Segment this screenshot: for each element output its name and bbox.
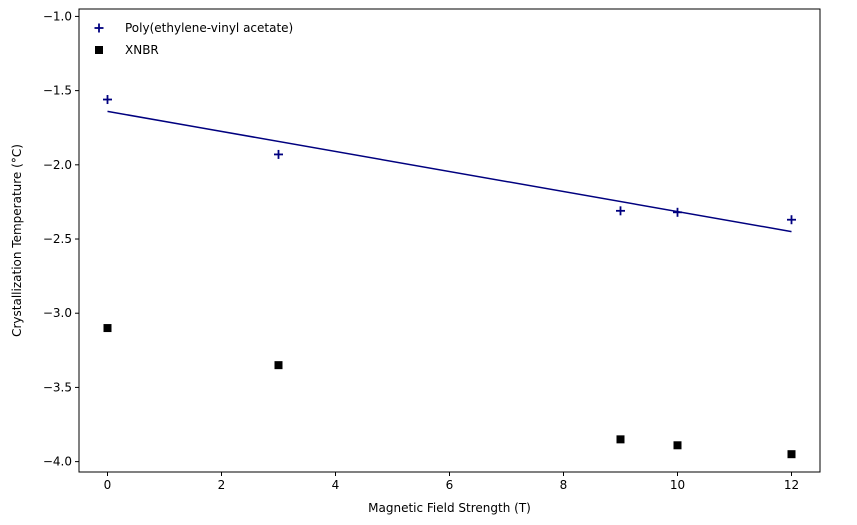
data-points-layer [103,95,796,459]
y-tick-label: −4.0 [43,455,72,469]
x-axis-label: Magnetic Field Strength (T) [368,501,531,515]
data-point-plus [616,206,625,216]
data-point-plus [103,95,112,105]
y-axis-label: Crystallization Temperature (°C) [10,144,24,337]
y-tick-label: −2.0 [43,158,72,172]
y-tick-label: −3.5 [43,380,72,394]
legend-square-marker [95,46,103,54]
plot-area [78,8,821,473]
legend: Poly(ethylene-vinyl acetate) XNBR [94,21,293,57]
data-point-square [274,361,283,370]
y-tick-label: −3.0 [43,306,72,320]
x-tick-label: 6 [446,478,454,492]
y-tick-label: −1.5 [43,84,72,98]
legend-marker-plus-icon [94,23,104,33]
data-point-plus [673,207,682,217]
data-point-square [787,450,796,459]
x-tick-label: 12 [784,478,799,492]
legend-item-peva: Poly(ethylene-vinyl acetate) [94,21,293,35]
legend-item-xnbr: XNBR [95,43,159,57]
y-tick-label: −2.5 [43,232,72,246]
y-axis-ticks: −4.0 −3.5 −3.0 −2.5 −2.0 −1.5 −1.0 [43,9,79,469]
y-tick-label: −1.0 [43,9,72,23]
legend-label-xnbr: XNBR [125,43,159,57]
fit-line-layer [107,110,792,233]
legend-label-peva: Poly(ethylene-vinyl acetate) [125,21,293,35]
x-tick-label: 4 [332,478,340,492]
x-tick-label: 10 [670,478,685,492]
x-tick-label: 0 [104,478,112,492]
data-point-square [616,435,625,444]
legend-plus-marker [94,23,104,33]
trend-line [107,110,792,233]
data-point-plus [274,149,283,159]
legend-marker-square-icon [95,46,103,54]
x-tick-label: 2 [218,478,226,492]
data-point-plus [787,215,796,225]
x-axis-ticks: 0 2 4 6 8 10 12 [104,472,799,492]
x-tick-label: 8 [560,478,568,492]
data-point-square [103,324,112,333]
data-point-square [673,441,682,450]
